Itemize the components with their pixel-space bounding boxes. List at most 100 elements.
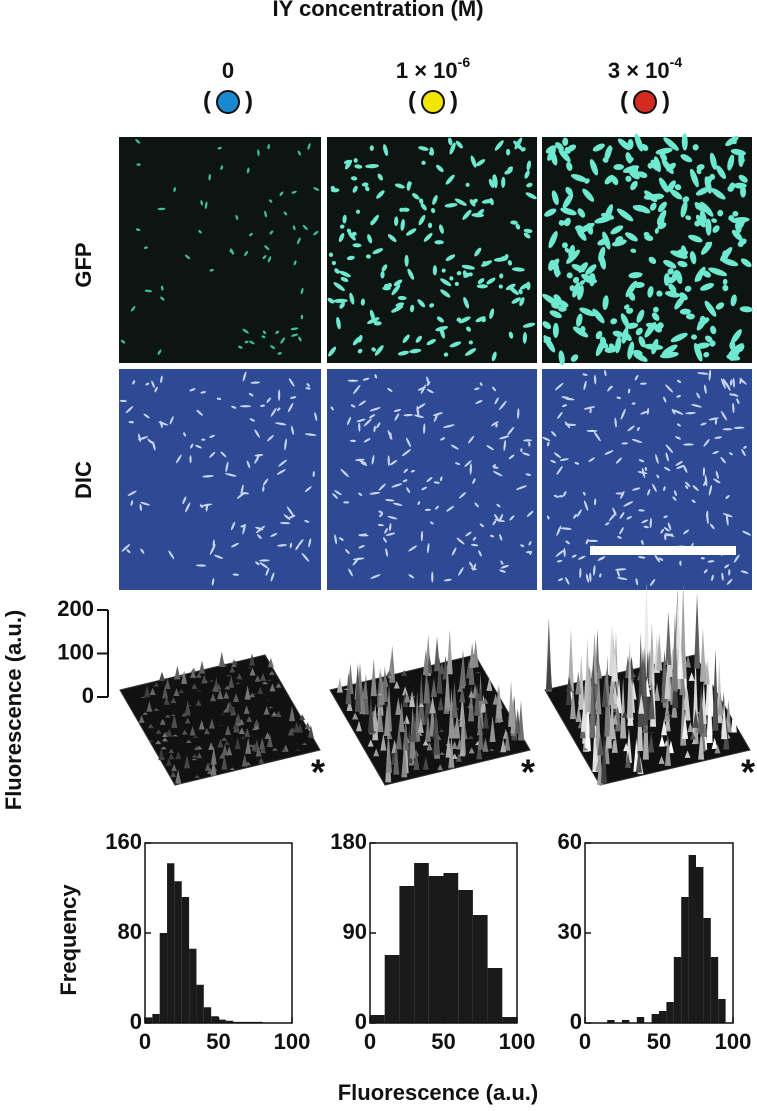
cell [604,204,614,221]
cell [579,567,582,579]
cell [265,567,270,576]
surface-peak [166,728,173,737]
cell [209,451,216,458]
surface-peak [255,747,262,757]
cell [722,284,729,292]
cell [619,527,624,535]
surface-peak [163,696,170,705]
cell [697,372,709,375]
surface-peak [259,745,266,754]
surface-peak [398,701,405,733]
surface-peak [210,758,217,776]
cell [702,467,706,477]
cell [649,202,657,211]
cell [418,214,426,226]
surface-peak [684,750,691,758]
surface-peak [372,704,379,731]
cell [269,230,274,235]
cell [454,198,467,206]
cell [696,392,701,399]
cell [382,537,387,543]
histogram-bar [472,915,488,1023]
cell [658,177,669,193]
surface-peak [191,758,198,761]
surface-peak [253,719,260,727]
cell [542,321,552,330]
cell [625,280,638,298]
cell [560,207,577,216]
cell [695,186,710,196]
cell [220,165,224,170]
y-tick-label: 0 [355,1009,367,1034]
cell [547,147,556,161]
cell [264,210,267,218]
cell [529,550,532,555]
cell [585,264,597,275]
surface-peak [225,675,232,677]
cell [157,349,162,355]
surface-peak [584,697,591,752]
surface-peak [268,670,275,675]
surface-peak [289,706,296,722]
cell [291,190,297,194]
cell [434,240,444,245]
cell [264,245,270,251]
cell [608,385,613,390]
cell [675,436,682,440]
surface-peak [175,769,182,784]
cell [675,270,683,284]
cell [357,348,363,354]
cell [663,137,679,151]
cell [449,142,456,155]
surface-peak [426,742,433,751]
cell [566,249,580,264]
cell [550,459,556,464]
y-tick-label: 160 [105,829,142,854]
cell [639,382,647,385]
cell [650,159,659,171]
condition-label: 0 [222,58,234,83]
surface-peak [664,699,671,722]
surface-peak [195,699,202,706]
cell [144,246,148,249]
cell [468,340,473,345]
cell [610,318,618,325]
cell [298,336,302,342]
cell [504,254,509,260]
cell [637,171,648,179]
surface-peak [155,740,162,745]
cell [616,569,620,578]
cell [438,224,444,234]
cell [481,260,493,267]
cell [406,181,411,191]
cell [654,554,661,563]
cell [611,175,619,186]
surface-peak [467,702,474,709]
cell [444,203,458,208]
cell [486,445,494,451]
surface-peak [430,677,437,698]
cell [494,140,504,151]
cell [270,572,275,582]
cell [160,296,165,301]
surface-peak [184,699,191,716]
cell [709,173,716,180]
surface-peak [623,742,630,752]
cell [314,412,318,422]
cell [189,455,192,464]
cell [728,569,731,576]
cell [722,278,728,285]
cell [147,438,154,445]
cell [509,515,515,521]
cell [679,308,691,315]
cell [651,338,659,355]
cell [593,431,601,442]
cell [739,378,747,385]
cell [582,188,595,202]
cell [239,405,252,408]
surface-peak [714,744,721,754]
cell [493,466,499,469]
cell [712,450,719,455]
surface-peak [295,749,302,751]
cell [499,435,510,440]
